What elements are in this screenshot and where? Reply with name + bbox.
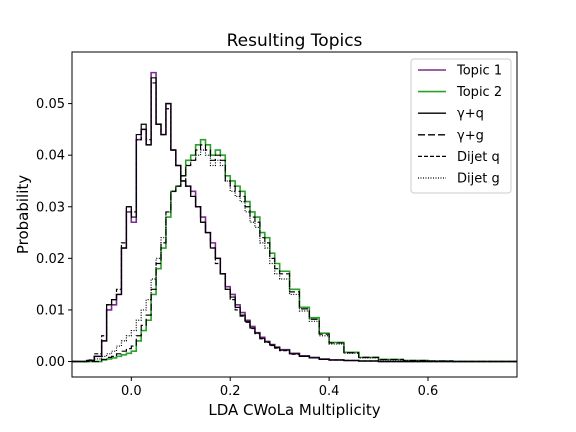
y-tick-label: 0.04 (36, 149, 65, 164)
x-tick-label: 0.4 (319, 384, 340, 399)
plot-frame (71, 51, 518, 378)
legend-label-2: Topic 2 (456, 85, 502, 100)
legend-label-5: Dijet q (457, 150, 500, 165)
legend-box (410, 58, 512, 194)
legend-label-4: γ+g (457, 128, 484, 143)
y-axis-ticks: 0.00 0.01 0.02 0.03 0.04 0.05 (36, 97, 72, 370)
legend-label-6: Dijet g (457, 172, 500, 187)
series-line-5 (72, 82, 517, 363)
x-axis-label: LDA CWoLa Multiplicity (208, 401, 380, 419)
y-tick-label: 0.01 (36, 303, 65, 318)
y-tick-label: 0.05 (36, 97, 65, 112)
legend: Topic 1 Topic 2 γ+q γ+g Dijet q Dijet g (410, 58, 512, 194)
x-tick-label: 0.2 (220, 384, 241, 399)
x-tick-label: 0.0 (121, 384, 142, 399)
y-tick-label: 0.02 (36, 252, 65, 267)
chart-title: Resulting Topics (227, 31, 363, 51)
x-tick-label: 0.6 (418, 384, 439, 399)
x-axis-ticks: 0.0 0.2 0.4 0.6 (121, 377, 438, 399)
series-layer (72, 71, 517, 363)
y-axis-label: Probability (14, 175, 32, 254)
series-line-6 (72, 149, 517, 363)
y-tick-label: 0.03 (36, 200, 65, 215)
legend-label-3: γ+q (457, 107, 484, 122)
legend-label-1: Topic 1 (456, 64, 502, 79)
y-tick-label: 0.00 (36, 355, 65, 370)
